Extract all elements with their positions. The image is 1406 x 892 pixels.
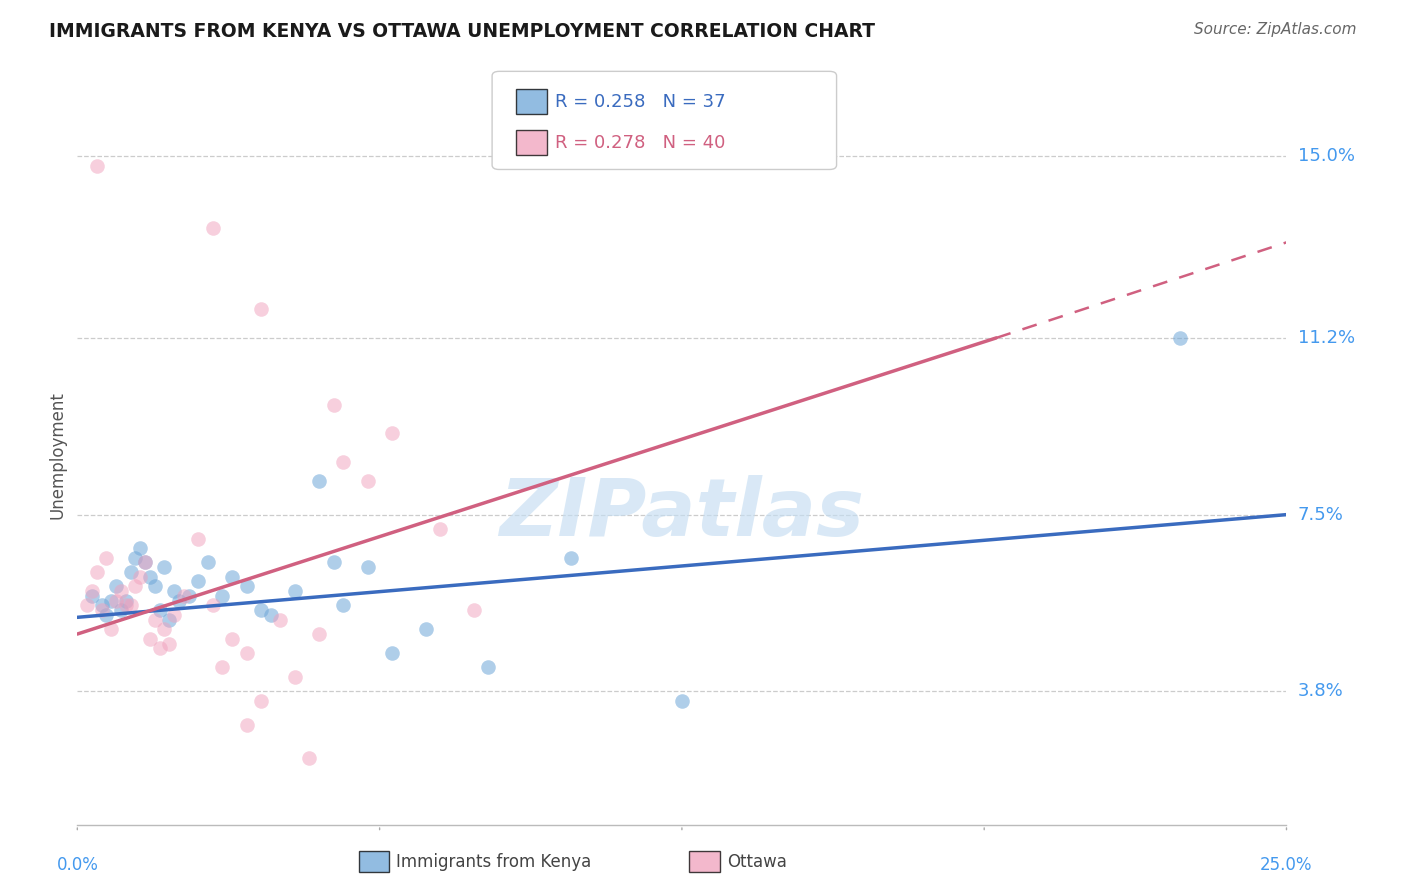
Point: [148, 641, 170, 656]
Point: [211, 589, 233, 603]
Point: [429, 522, 451, 536]
Point: [105, 593, 128, 607]
Point: [187, 574, 209, 589]
Point: [269, 613, 291, 627]
Point: [260, 607, 283, 622]
Point: [250, 302, 273, 317]
Point: [221, 570, 243, 584]
Text: 25.0%: 25.0%: [1260, 855, 1313, 873]
Text: 0.0%: 0.0%: [56, 855, 98, 873]
Point: [100, 622, 122, 636]
Point: [187, 532, 209, 546]
Point: [129, 541, 152, 555]
Point: [86, 565, 108, 579]
Point: [308, 474, 330, 488]
Point: [173, 589, 195, 603]
Point: [129, 570, 152, 584]
Point: [235, 646, 257, 660]
Point: [250, 694, 273, 708]
Point: [90, 599, 112, 613]
Point: [100, 593, 122, 607]
Point: [139, 570, 162, 584]
Point: [96, 607, 118, 622]
Text: 7.5%: 7.5%: [1298, 506, 1344, 524]
Point: [322, 398, 344, 412]
Point: [356, 474, 378, 488]
Point: [105, 579, 128, 593]
Point: [80, 584, 103, 599]
Text: 15.0%: 15.0%: [1298, 147, 1354, 165]
Point: [96, 550, 118, 565]
Text: R = 0.258   N = 37: R = 0.258 N = 37: [555, 93, 725, 111]
Point: [143, 579, 166, 593]
Point: [221, 632, 243, 646]
Point: [139, 632, 162, 646]
Point: [356, 560, 378, 574]
Text: Source: ZipAtlas.com: Source: ZipAtlas.com: [1194, 22, 1357, 37]
Point: [235, 718, 257, 732]
Point: [80, 589, 103, 603]
Point: [167, 593, 190, 607]
Point: [134, 555, 156, 569]
Point: [197, 555, 219, 569]
Point: [332, 455, 354, 469]
Point: [76, 599, 98, 613]
Point: [381, 426, 404, 441]
Point: [153, 560, 176, 574]
Point: [110, 584, 132, 599]
Text: R = 0.278   N = 40: R = 0.278 N = 40: [555, 134, 725, 152]
Point: [114, 599, 136, 613]
Text: Ottawa: Ottawa: [727, 853, 787, 871]
Point: [298, 751, 321, 765]
Text: Immigrants from Kenya: Immigrants from Kenya: [396, 853, 592, 871]
Point: [332, 599, 354, 613]
Point: [381, 646, 404, 660]
Point: [463, 603, 485, 617]
Point: [157, 613, 180, 627]
Point: [90, 603, 112, 617]
Point: [148, 603, 170, 617]
Point: [143, 613, 166, 627]
Y-axis label: Unemployment: Unemployment: [48, 391, 66, 519]
Point: [1168, 331, 1191, 345]
Point: [322, 555, 344, 569]
Point: [134, 555, 156, 569]
Point: [415, 622, 437, 636]
Point: [201, 221, 224, 235]
Point: [284, 670, 307, 684]
Point: [163, 584, 186, 599]
Point: [114, 593, 136, 607]
Point: [250, 603, 273, 617]
Point: [124, 550, 146, 565]
Point: [153, 622, 176, 636]
Point: [177, 589, 200, 603]
Point: [110, 603, 132, 617]
Point: [201, 599, 224, 613]
Point: [157, 637, 180, 651]
Text: 3.8%: 3.8%: [1298, 682, 1343, 700]
Point: [120, 565, 142, 579]
Point: [308, 627, 330, 641]
Point: [163, 607, 186, 622]
Point: [560, 550, 582, 565]
Point: [477, 660, 499, 674]
Text: ZIPatlas: ZIPatlas: [499, 475, 865, 553]
Point: [284, 584, 307, 599]
Point: [120, 599, 142, 613]
Point: [671, 694, 693, 708]
Text: IMMIGRANTS FROM KENYA VS OTTAWA UNEMPLOYMENT CORRELATION CHART: IMMIGRANTS FROM KENYA VS OTTAWA UNEMPLOY…: [49, 22, 875, 41]
Point: [124, 579, 146, 593]
Point: [235, 579, 257, 593]
Text: 11.2%: 11.2%: [1298, 329, 1355, 347]
Point: [211, 660, 233, 674]
Point: [86, 159, 108, 173]
